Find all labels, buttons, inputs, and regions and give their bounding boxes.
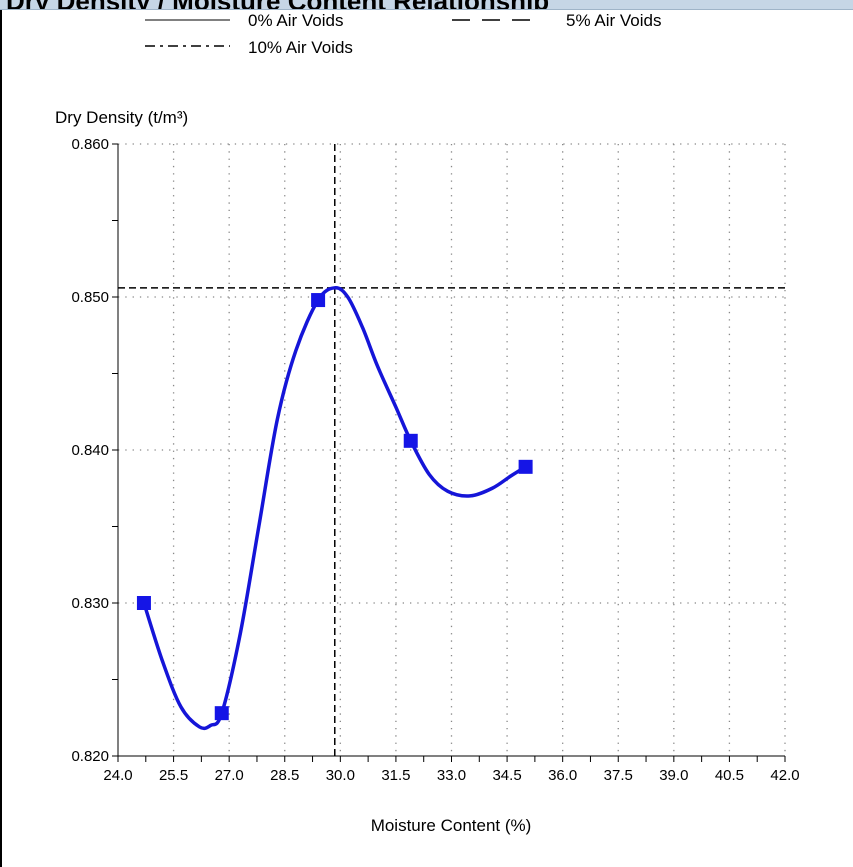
report-title-strip: Dry Density / Moisture Content Relations… [0,0,853,10]
x-tick-labels: 24.0 25.5 27.0 28.5 30.0 31.5 33.0 34.5 36.0 37.5… [103,767,799,784]
x-tick-label: 30.0 [326,767,355,784]
x-tick-label: 33.0 [437,767,466,784]
data-point-marker [403,433,418,448]
legend-label-10-air-voids: 10% Air Voids [248,38,353,57]
x-tick-label: 34.5 [492,767,521,784]
y-tick-label: 0.830 [71,595,109,612]
x-tick-label: 24.0 [103,767,132,784]
data-point-marker [518,459,533,474]
y-tick-label: 0.860 [71,136,109,153]
y-tick-label: 0.820 [71,748,109,765]
x-tick-label: 37.5 [604,767,633,784]
x-axis-title: Moisture Content (%) [371,816,532,835]
axes [112,143,786,762]
x-tick-label: 25.5 [159,767,188,784]
x-tick-label: 40.5 [715,767,744,784]
data-point-marker [311,293,326,308]
y-tick-label: 0.840 [71,442,109,459]
x-tick-label: 31.5 [381,767,410,784]
grid [118,143,786,756]
x-tick-label: 27.0 [215,767,244,784]
x-tick-label: 36.0 [548,767,577,784]
data-point-marker [214,706,229,721]
data-point-marker [136,596,151,610]
x-tick-label: 39.0 [659,767,688,784]
report-title: Dry Density / Moisture Content Relations… [6,0,549,9]
legend-label-0-air-voids: 0% Air Voids [248,11,343,30]
y-tick-label: 0.850 [71,289,109,306]
series [136,286,533,731]
dry-density-curve [142,286,527,731]
x-tick-label: 28.5 [270,767,299,784]
legend: 0% Air Voids 5% Air Voids 10% Air Voids [145,11,661,57]
x-tick-label: 42.0 [770,767,799,784]
legend-label-5-air-voids: 5% Air Voids [566,11,661,30]
y-tick-labels: 0.820 0.830 0.840 0.850 0.860 [71,136,109,765]
y-axis-title: Dry Density (t/m³) [55,108,188,127]
optimum-guides [118,144,785,756]
